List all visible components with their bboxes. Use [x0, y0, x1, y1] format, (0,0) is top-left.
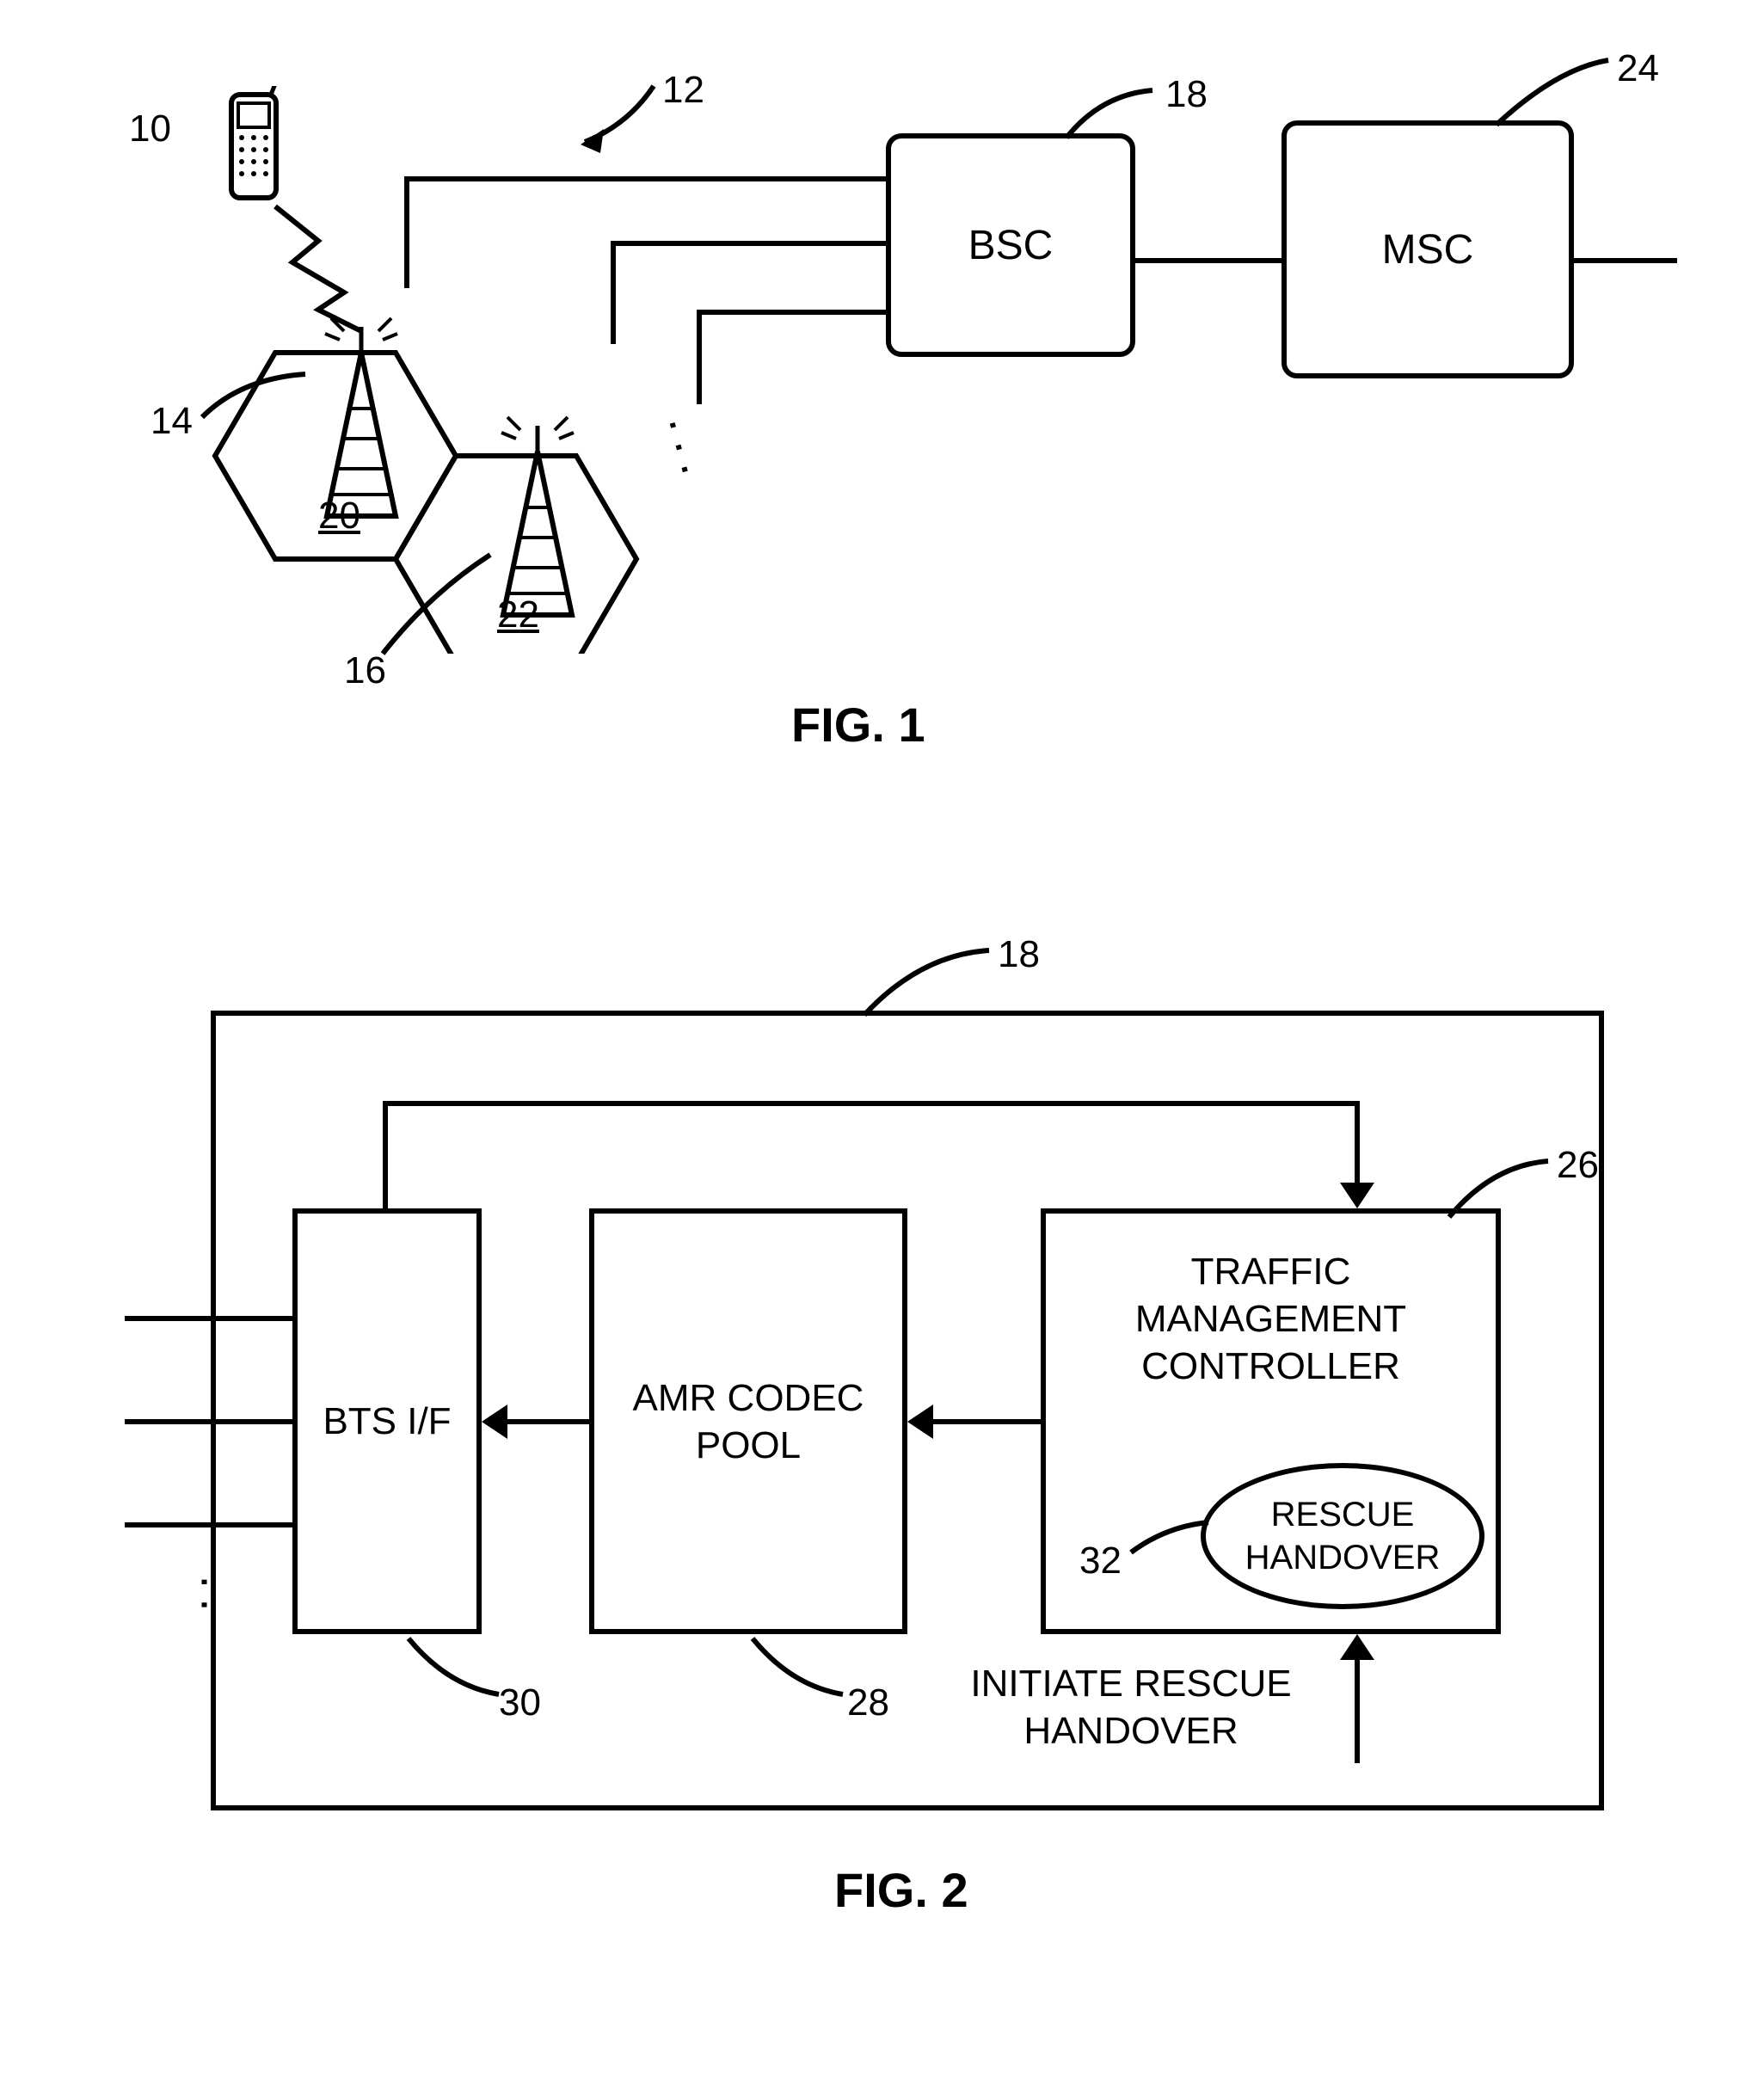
label-14: 14 — [151, 400, 193, 443]
rescue-ellipse: RESCUE HANDOVER — [1201, 1463, 1484, 1609]
label-18-fig2: 18 — [998, 933, 1040, 976]
leader-16 — [378, 550, 499, 667]
rescue-l2: HANDOVER — [1245, 1536, 1441, 1579]
label-22: 22 — [497, 593, 539, 636]
msc-label: MSC — [1382, 226, 1474, 274]
line-bsc-bot — [697, 310, 890, 315]
traffic-l2: MANAGEMENT — [1046, 1295, 1496, 1343]
leader-30 — [404, 1634, 507, 1707]
amr-label: AMR CODEC POOL — [594, 1374, 902, 1469]
leader-24 — [1497, 52, 1617, 133]
fb-h — [383, 1101, 1359, 1106]
btsif-label: BTS I/F — [323, 1398, 451, 1445]
fb-v2 — [1355, 1101, 1360, 1191]
arrow-traffic-amr — [925, 1419, 1041, 1424]
label-32: 32 — [1079, 1540, 1122, 1583]
btsif-box: BTS I/F — [292, 1208, 482, 1634]
bsc-box: BSC — [886, 133, 1135, 357]
arrowhead-traffic-amr — [907, 1405, 933, 1439]
initiate-text: INITIATE RESCUE HANDOVER — [942, 1660, 1320, 1755]
label-24: 24 — [1617, 47, 1659, 90]
leader-18 — [1066, 82, 1170, 146]
fig1-title: FIG. 1 — [791, 697, 925, 753]
line-bsc-top — [404, 176, 890, 181]
arrowhead-fb — [1340, 1183, 1374, 1208]
msc-box: MSC — [1282, 120, 1574, 378]
arrowhead-amr-bts — [482, 1405, 507, 1439]
label-26: 26 — [1557, 1144, 1599, 1187]
signal-zigzag — [267, 198, 387, 340]
traffic-text: TRAFFIC MANAGEMENT CONTROLLER — [1046, 1248, 1496, 1390]
leader-26 — [1445, 1152, 1557, 1226]
leader-32 — [1127, 1518, 1213, 1565]
label-10: 10 — [129, 108, 171, 151]
label-12: 12 — [662, 69, 704, 112]
leader-14 — [198, 370, 310, 426]
page: 10 12 BSC 18 MSC 24 ··· — [0, 0, 1764, 2096]
init-v — [1355, 1651, 1360, 1763]
dots-fig2: ·· — [194, 1574, 223, 1620]
fig2-in3 — [125, 1522, 292, 1527]
line-bsc-msc — [1135, 258, 1282, 263]
initiate-l1: INITIATE RESCUE — [942, 1660, 1320, 1707]
fig2-in2 — [125, 1419, 292, 1424]
fig2-in1 — [125, 1316, 292, 1321]
line-msc-out — [1574, 258, 1677, 263]
bsc-label: BSC — [968, 222, 1054, 269]
line-bsc-mid — [611, 241, 890, 246]
amr-label-text: AMR CODEC POOL — [594, 1374, 902, 1469]
traffic-l3: CONTROLLER — [1046, 1343, 1496, 1390]
label-16: 16 — [344, 649, 386, 692]
label-30: 30 — [499, 1681, 541, 1724]
fig2-title: FIG. 2 — [834, 1862, 968, 1918]
rescue-l1: RESCUE — [1245, 1493, 1441, 1536]
arrow-amr-bts — [499, 1419, 589, 1424]
label-20: 20 — [318, 495, 360, 538]
fb-v1 — [383, 1101, 388, 1208]
label-18: 18 — [1165, 73, 1208, 116]
leader-28 — [748, 1634, 851, 1707]
line-drop1 — [404, 176, 409, 288]
label-28: 28 — [847, 1681, 889, 1724]
leader-18-fig2 — [860, 942, 998, 1023]
initiate-l2: HANDOVER — [942, 1707, 1320, 1755]
amr-box: AMR CODEC POOL — [589, 1208, 907, 1634]
arrowhead-init — [1340, 1634, 1374, 1660]
traffic-l1: TRAFFIC — [1046, 1248, 1496, 1295]
